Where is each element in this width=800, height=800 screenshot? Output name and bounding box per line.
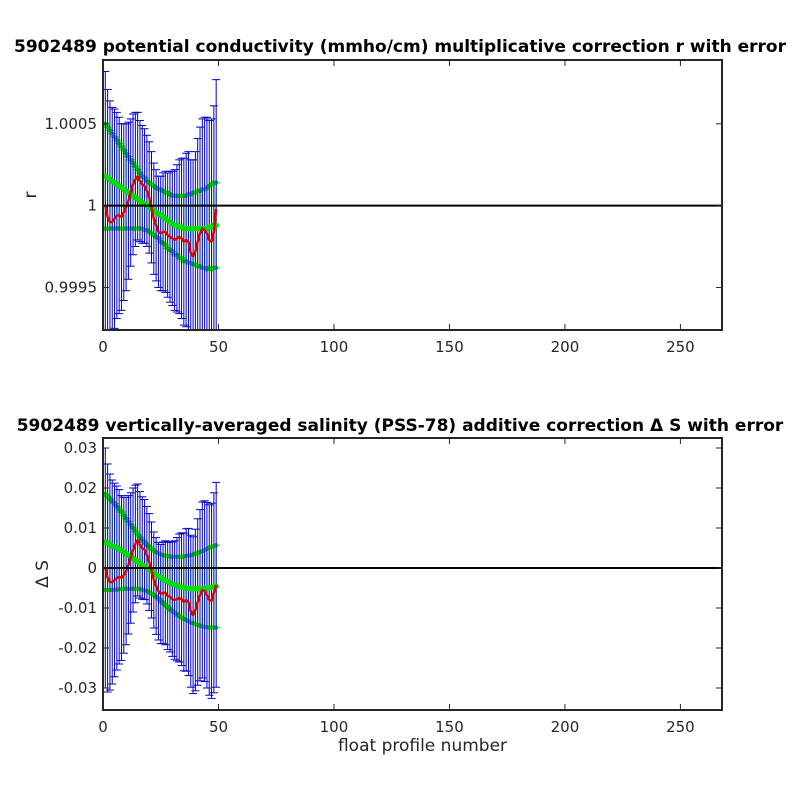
- y-tick-label: -0.03: [58, 679, 97, 697]
- y-tick-label: 0.03: [64, 439, 97, 457]
- axes-box: [102, 437, 723, 711]
- y-tick-label: 1: [87, 197, 97, 215]
- chart-panel-conductivity: 5902489 potential conductivity (mmho/cm)…: [14, 37, 787, 356]
- x-tick-label: 150: [435, 338, 464, 356]
- y-axis-label: r: [21, 192, 41, 199]
- series-line-red: [104, 174, 218, 258]
- x-tick-label: 250: [666, 338, 695, 356]
- y-tick-label: 0.9995: [45, 278, 98, 296]
- y-tick-label: 1.0005: [45, 115, 98, 133]
- chart-title: 5902489 potential conductivity (mmho/cm)…: [14, 37, 787, 57]
- x-tick-label: 200: [551, 718, 580, 736]
- x-tick-label: 100: [320, 718, 349, 736]
- plot-area: [103, 70, 221, 330]
- x-tick-label: 200: [551, 338, 580, 356]
- y-axis-label: Δ S: [33, 560, 53, 588]
- series-line-red: [104, 538, 218, 617]
- x-tick-label: 150: [435, 718, 464, 736]
- y-tick-label: 0.02: [64, 479, 97, 497]
- x-axis-label: float profile number: [338, 736, 507, 756]
- y-tick-label: -0.01: [58, 599, 97, 617]
- x-tick-label: 0: [98, 718, 108, 736]
- x-tick-label: 250: [666, 718, 695, 736]
- plot-area: [103, 447, 221, 699]
- x-tick-label: 50: [209, 338, 228, 356]
- x-tick-label: 0: [98, 338, 108, 356]
- axes-box: [102, 59, 723, 331]
- y-tick-label: 0.01: [64, 519, 97, 537]
- chart-title: 5902489 vertically-averaged salinity (PS…: [17, 416, 784, 436]
- chart-panel-salinity: 5902489 vertically-averaged salinity (PS…: [17, 416, 784, 756]
- x-tick-label: 50: [209, 718, 228, 736]
- x-tick-label: 100: [320, 338, 349, 356]
- y-tick-label: -0.02: [58, 639, 97, 657]
- y-tick-label: 0: [87, 559, 97, 577]
